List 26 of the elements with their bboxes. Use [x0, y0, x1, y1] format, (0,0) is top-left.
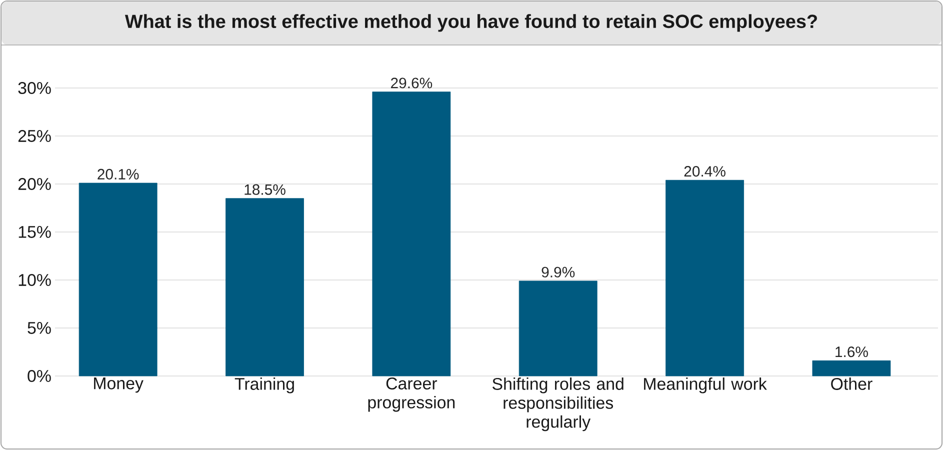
data-label: 18.5%: [244, 184, 286, 195]
y-tick-label: 15%: [18, 226, 51, 238]
bar: [78, 182, 158, 376]
data-label: 20.4%: [684, 166, 726, 177]
y-tick-label: 0%: [28, 370, 51, 382]
x-tick-label: Other: [831, 378, 872, 390]
data-label: 1.6%: [836, 346, 868, 358]
bar: [226, 198, 304, 376]
bar: [518, 280, 598, 376]
data-label: 29.6%: [391, 78, 432, 88]
y-tick-label: 10%: [18, 274, 51, 286]
x-tick-label: Career progression: [368, 378, 455, 412]
chart-title: What is the most effective method you have found to retain SOC employees?: [124, 14, 817, 32]
y-tick-label: 5%: [28, 322, 51, 334]
y-tick-label: 30%: [18, 82, 51, 94]
x-tick-label: Money: [94, 378, 144, 393]
x-tick-label: Shifting roles and responsibilities regularly: [492, 378, 624, 432]
x-tick-label: Training: [234, 378, 294, 394]
x-tick-label: Meaningful work: [644, 378, 767, 394]
data-label: 20.1%: [98, 168, 139, 180]
data-label: 9.9%: [542, 266, 575, 278]
y-tick-label: 20%: [18, 178, 51, 190]
bar: [666, 180, 744, 376]
bar: [372, 92, 451, 376]
bar: [812, 360, 891, 376]
y-tick-label: 25%: [18, 130, 51, 142]
